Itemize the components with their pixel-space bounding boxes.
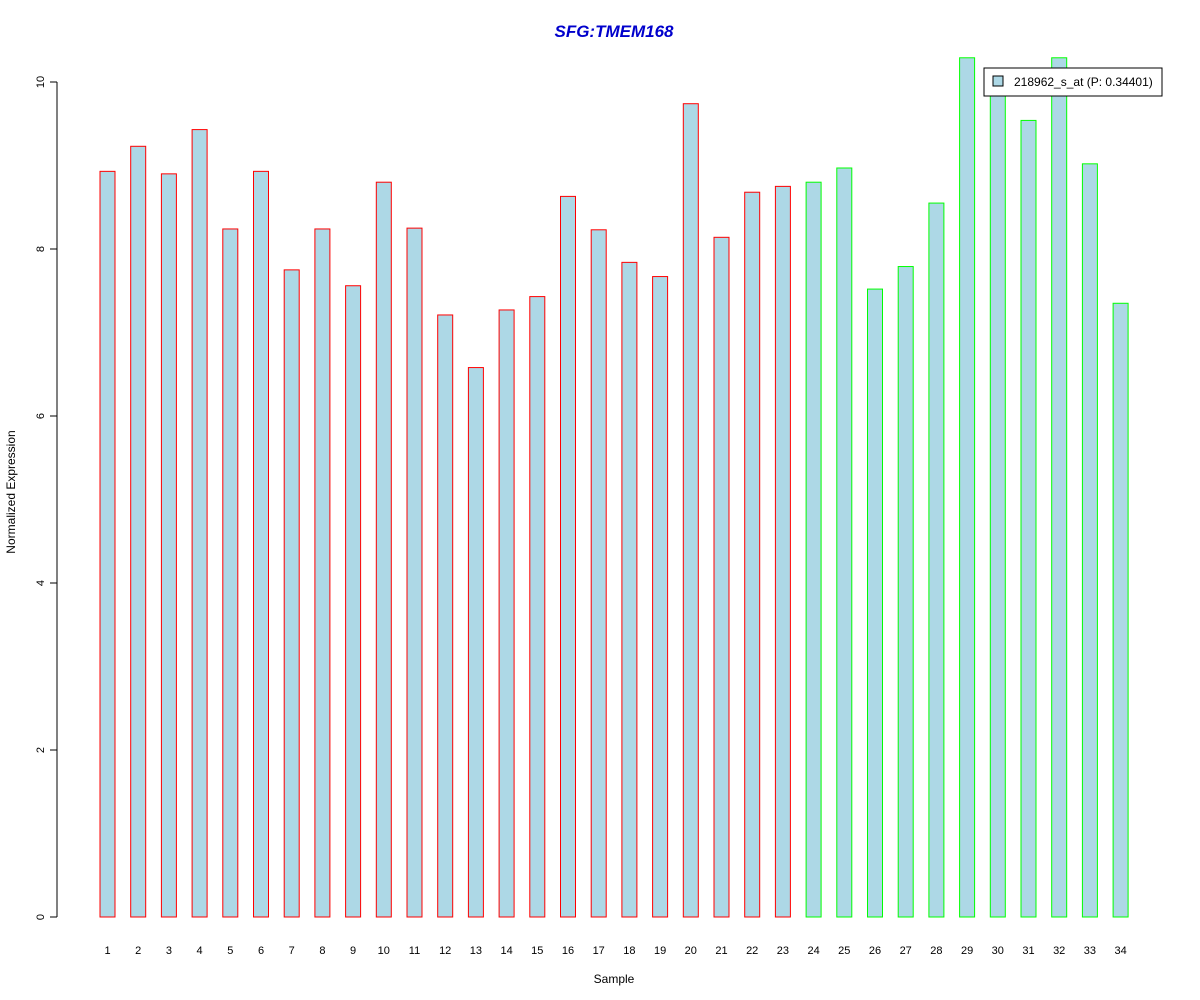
x-tick-label: 23 <box>777 945 789 957</box>
y-tick-label: 8 <box>35 246 47 252</box>
bar <box>345 285 362 918</box>
bar <box>160 173 177 918</box>
x-tick-label: 28 <box>930 945 942 957</box>
y-tick-label: 4 <box>35 580 47 586</box>
x-tick-label: 31 <box>1022 945 1034 957</box>
bar <box>222 228 239 918</box>
chart-title: SFG:TMEM168 <box>554 22 674 41</box>
bar <box>1051 57 1068 918</box>
bar <box>652 276 669 918</box>
bar <box>621 261 638 918</box>
bar <box>1112 302 1129 918</box>
bar <box>959 57 976 918</box>
x-tick-label: 12 <box>439 945 451 957</box>
legend: 218962_s_at (P: 0.34401) <box>983 67 1163 97</box>
y-tick-label: 6 <box>35 413 47 419</box>
bar <box>467 367 484 918</box>
x-tick-label: 13 <box>470 945 482 957</box>
x-tick-label: 15 <box>531 945 543 957</box>
x-tick-label: 33 <box>1084 945 1096 957</box>
x-tick-label: 18 <box>623 945 635 957</box>
x-tick-label: 26 <box>869 945 881 957</box>
x-tick-label: 29 <box>961 945 973 957</box>
x-tick-label: 22 <box>746 945 758 957</box>
y-axis: 0 2 4 6 8 10 <box>35 76 58 920</box>
x-tick-label: 21 <box>715 945 727 957</box>
bar <box>1020 119 1037 918</box>
x-tick-label: 14 <box>500 945 512 957</box>
x-tick-label: 34 <box>1114 945 1126 957</box>
legend-swatch <box>992 75 1004 87</box>
x-tick-label: 30 <box>992 945 1004 957</box>
x-tick-label: 10 <box>378 945 390 957</box>
bar <box>406 227 423 918</box>
x-tick-label: 8 <box>319 945 325 957</box>
bar <box>836 167 853 918</box>
x-tick-label: 3 <box>166 945 172 957</box>
bar <box>682 103 699 918</box>
bar <box>897 266 914 918</box>
y-tick-label: 2 <box>35 747 47 753</box>
bar <box>283 269 300 918</box>
bar <box>375 181 392 918</box>
bar <box>130 145 147 918</box>
x-tick-label: 16 <box>562 945 574 957</box>
x-tick-label: 11 <box>409 945 420 957</box>
bar <box>774 185 791 918</box>
bar <box>1081 163 1098 918</box>
y-tick-label: 10 <box>35 76 47 88</box>
x-tick-label: 27 <box>900 945 912 957</box>
x-tick-label: 2 <box>135 945 141 957</box>
bar <box>191 129 208 918</box>
x-tick-label: 17 <box>593 945 605 957</box>
bar <box>437 314 454 918</box>
bar <box>989 89 1006 918</box>
bar <box>498 309 515 918</box>
bar <box>314 228 331 918</box>
x-tick-label: 5 <box>227 945 233 957</box>
bar <box>713 236 730 918</box>
legend-box <box>983 67 1163 97</box>
bar <box>805 181 822 918</box>
bar <box>928 202 945 918</box>
x-axis-label: Sample <box>594 972 635 986</box>
y-tick-label: 0 <box>35 914 47 920</box>
x-tick-label: 7 <box>289 945 295 957</box>
x-axis: 1 2 3 4 5 6 7 8 9 10 11 12 13 14 15 16 17 18 19 20 21 22 23 24 2… <box>104 945 1126 957</box>
legend-label: 218962_s_at (P: 0.34401) <box>1014 75 1153 89</box>
x-tick-label: 4 <box>197 945 203 957</box>
bar <box>867 288 883 918</box>
bar <box>253 170 269 918</box>
bars <box>99 57 1129 918</box>
x-tick-label: 20 <box>685 945 697 957</box>
x-tick-label: 32 <box>1053 945 1065 957</box>
y-axis-label: Normalized Expression <box>4 430 18 553</box>
bar <box>590 229 607 918</box>
x-tick-label: 9 <box>350 945 356 957</box>
bar <box>744 191 761 918</box>
x-tick-label: 1 <box>104 945 110 957</box>
x-tick-label: 6 <box>258 945 264 957</box>
bar <box>560 195 576 918</box>
x-tick-label: 25 <box>838 945 850 957</box>
x-tick-label: 19 <box>654 945 666 957</box>
bar <box>529 296 546 918</box>
bar <box>99 170 116 918</box>
x-tick-label: 24 <box>807 945 819 957</box>
